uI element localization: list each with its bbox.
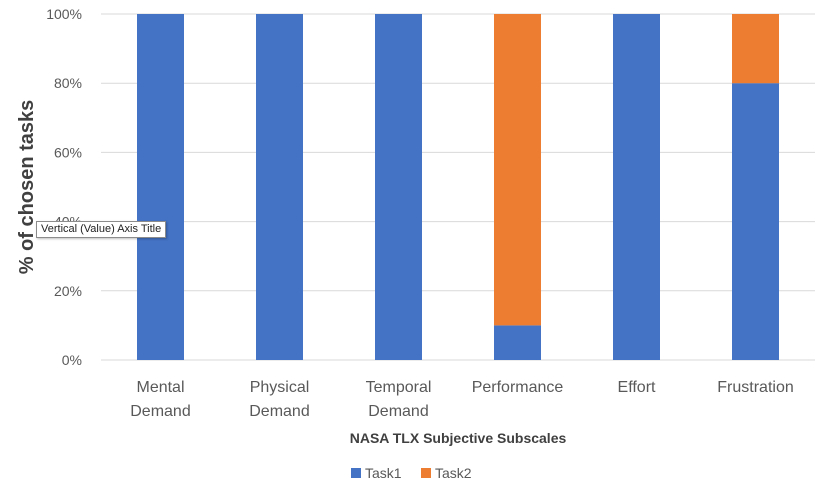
legend-swatch-task2: [421, 468, 431, 478]
bar-task1-physical-demand[interactable]: [256, 14, 303, 360]
x-tick-label: Mental Demand: [130, 379, 190, 420]
bar-task1-temporal-demand[interactable]: [375, 14, 422, 360]
bars: [137, 14, 779, 360]
y-tick-label: 100%: [46, 6, 82, 22]
axis-title-tooltip: Vertical (Value) Axis Title: [36, 221, 167, 238]
gridlines: [101, 13, 815, 361]
x-tick-label: Effort: [618, 379, 657, 396]
legend-label-task1: Task1: [365, 465, 402, 481]
x-tick-label: Frustration: [717, 379, 793, 396]
y-axis-title[interactable]: % of chosen tasks: [16, 100, 38, 275]
bar-task1-mental-demand[interactable]: [137, 14, 184, 360]
bar-task2-performance[interactable]: [494, 14, 541, 326]
x-tick-label: Temporal Demand: [366, 379, 432, 420]
x-axis-ticks: Mental Demand Physical Demand Temporal Demand…: [130, 379, 793, 420]
legend-label-task2: Task2: [435, 465, 472, 481]
y-tick-label: 20%: [54, 283, 82, 299]
legend: Task1 Task2: [351, 465, 472, 481]
y-tick-label: 60%: [54, 144, 82, 160]
y-tick-label: 80%: [54, 75, 82, 91]
bar-task2-frustration[interactable]: [732, 14, 779, 84]
y-axis-ticks: 0%20%40%60%80%100%: [46, 6, 82, 368]
bar-task1-performance[interactable]: [494, 325, 541, 360]
x-tick-label: Performance: [472, 379, 564, 396]
legend-swatch-task1: [351, 468, 361, 478]
x-tick-label: Physical Demand: [249, 379, 309, 420]
bar-task1-effort[interactable]: [613, 14, 660, 360]
x-axis-title: NASA TLX Subjective Subscales: [350, 430, 567, 446]
bar-task1-frustration[interactable]: [732, 83, 779, 360]
y-tick-label: 0%: [62, 352, 82, 368]
